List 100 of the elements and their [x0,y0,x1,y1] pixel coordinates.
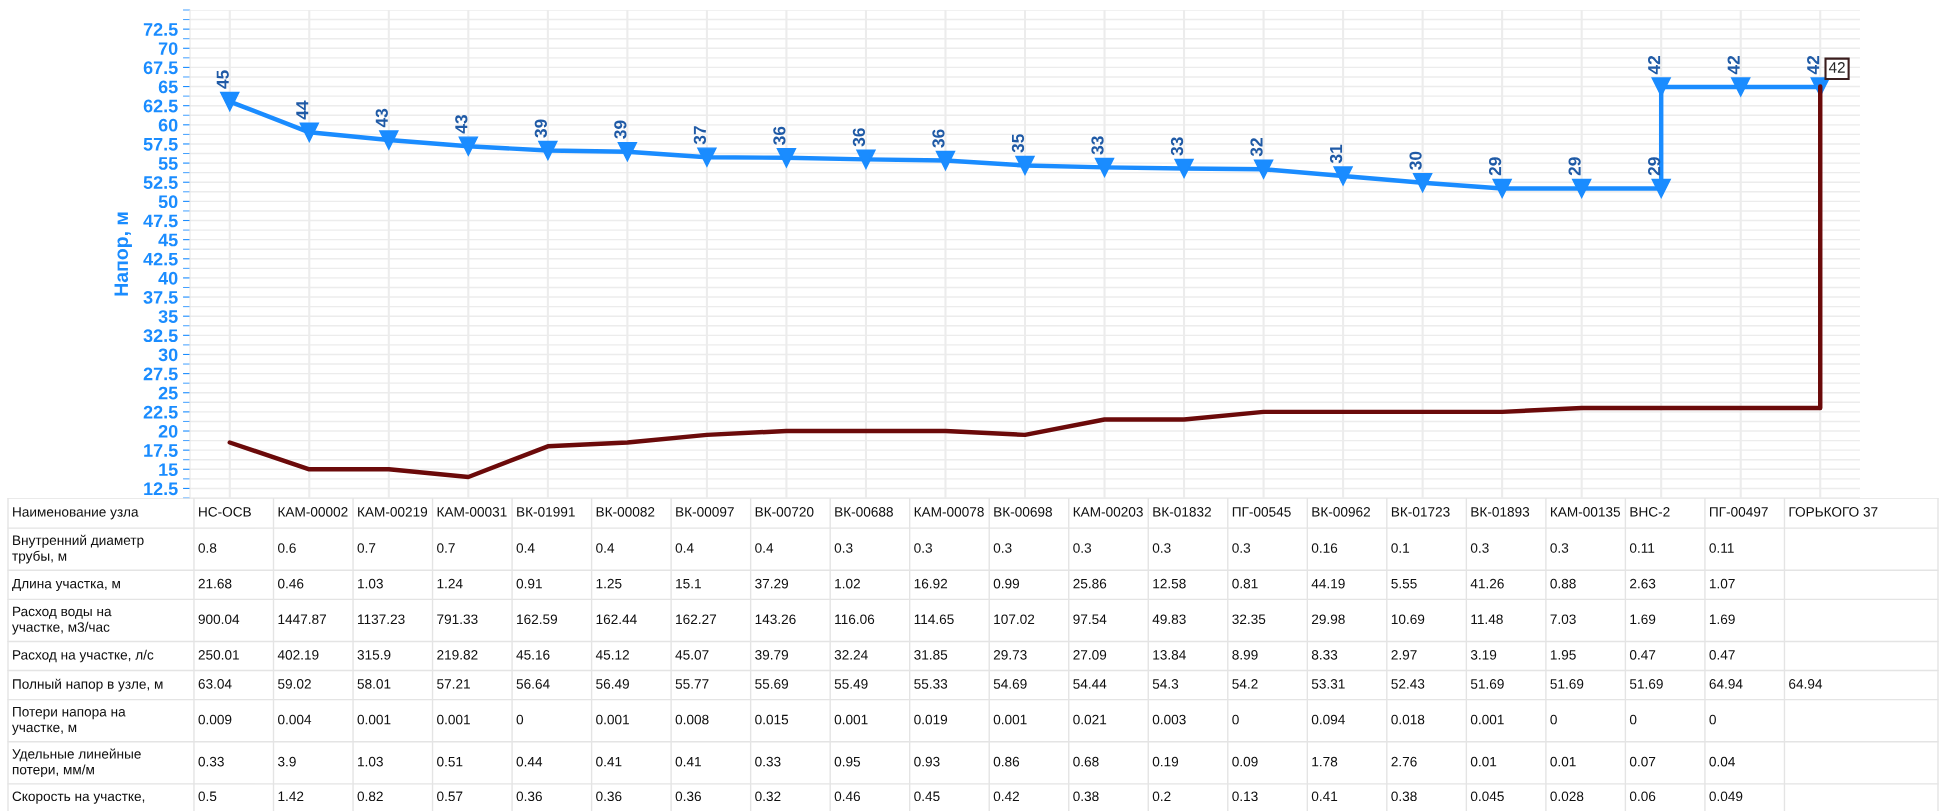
y-axis-title: Напор, м [114,212,132,296]
annotation: 36 [932,129,945,148]
x-tick-label: КАМ-00002 [278,507,348,517]
text: 2.76 [1391,756,1417,767]
text: 0.46 [834,791,861,802]
point [299,122,320,143]
text: 54.69 [993,679,1027,689]
text: 51.69 [1470,679,1504,689]
annotation: 43 [375,108,388,128]
y-tick-label: 37.5 [143,290,178,304]
point [856,149,876,170]
text: 0.3 [1232,543,1251,553]
text: 31.85 [914,650,948,660]
text: 0.001 [357,714,391,725]
text: 12.58 [1153,578,1186,589]
text: Внутренний диаметр трубы, м [12,534,144,564]
text: 2.63 [1630,578,1656,589]
text: 0.81 [1232,578,1258,589]
text: 900.04 [198,614,240,625]
annotation: 39 [614,120,627,139]
text: 8.99 [1232,650,1258,660]
text: 2.97 [1391,650,1417,660]
text: 0.93 [914,756,940,767]
text: 45.07 [675,650,709,660]
text: 16.92 [914,578,948,589]
text: 250.01 [198,650,239,660]
text: 45.12 [595,650,629,660]
text: 1.25 [596,578,622,589]
x-tick-label: ВНС-2 [1630,507,1670,517]
text: 0.91 [516,578,542,589]
x-tick-label: ВК-00082 [596,507,655,517]
y-tick-label: 70 [158,42,178,55]
text: 0.3 [1550,543,1569,553]
text: 1447.87 [278,614,326,625]
text: 0.018 [1391,714,1425,725]
x-tick-label: ПГ-00497 [1710,507,1768,517]
text: 52.43 [1391,679,1425,689]
text: 0.36 [596,791,622,802]
x-tick-label: КАМ-00078 [914,507,984,517]
point [1571,178,1592,199]
text: 0.045 [1470,791,1504,802]
annotation: 36 [852,128,866,147]
text: 64.94 [1789,679,1823,689]
text: 0.3 [1470,543,1489,553]
annotation: 31 [1329,144,1343,164]
x-tick-label: ВК-00097 [676,507,734,517]
text: 0.4 [755,543,774,553]
point [1015,155,1035,176]
text: 162.59 [517,614,558,625]
point [1174,158,1194,179]
y-tick-label: 17.5 [144,444,178,457]
point [617,141,638,162]
y-tick-label: 40 [158,271,178,285]
text: 51.69 [1629,679,1663,689]
text: 0.06 [1629,791,1656,802]
point [379,130,399,150]
text: 143.26 [755,614,796,625]
text: Потери напора на участке, м [12,707,126,735]
text: 0.094 [1311,714,1345,725]
text: 41.26 [1470,578,1504,589]
text: 0.38 [1391,791,1417,802]
y-tick-label: 42.5 [143,252,178,266]
text: 15.1 [676,578,701,589]
text: 97.54 [1073,614,1107,625]
x-tick-label: КАМ-00031 [437,507,507,517]
point [1094,157,1115,178]
text: 64.94 [1709,679,1743,689]
text: 0.2 [1152,791,1171,802]
text: 45.16 [516,650,550,660]
text: 0.99 [993,578,1020,589]
annotation: 44 [296,100,309,120]
annotation: 29 [1648,157,1661,176]
y-tick-label: 65 [158,80,178,94]
text: 0.51 [437,756,463,767]
y-tick-label: 57.5 [143,138,178,151]
y-tick-label: 35 [158,310,178,323]
text: 57.21 [437,679,470,689]
text: 0.09 [1232,756,1258,767]
text: 54.3 [1152,679,1179,689]
text: 0.13 [1232,791,1258,802]
text: Наименование узла [13,507,139,520]
text: 0.001 [1470,714,1504,725]
y-tick-label: 55 [158,157,178,170]
text: 0.42 [993,791,1019,802]
text: 11.48 [1471,614,1503,625]
annotation: 42 [1828,62,1845,73]
text: Расход воды на участке, м3/час [12,606,112,635]
text: 0.86 [993,756,1020,767]
text: 54.2 [1232,679,1258,689]
annotation: 29 [1568,157,1581,176]
text: 0.6 [278,543,296,553]
text: 0.07 [1629,756,1656,767]
text: 37.29 [755,578,789,589]
point [1253,159,1274,179]
text: 0.01 [1470,756,1497,767]
text: 29.73 [993,650,1027,660]
text: Расход на участке, л/с [13,649,154,663]
x-tick-label: НС-ОСВ [199,507,251,517]
text: 0.3 [1073,543,1092,553]
text: 10.69 [1391,614,1425,625]
